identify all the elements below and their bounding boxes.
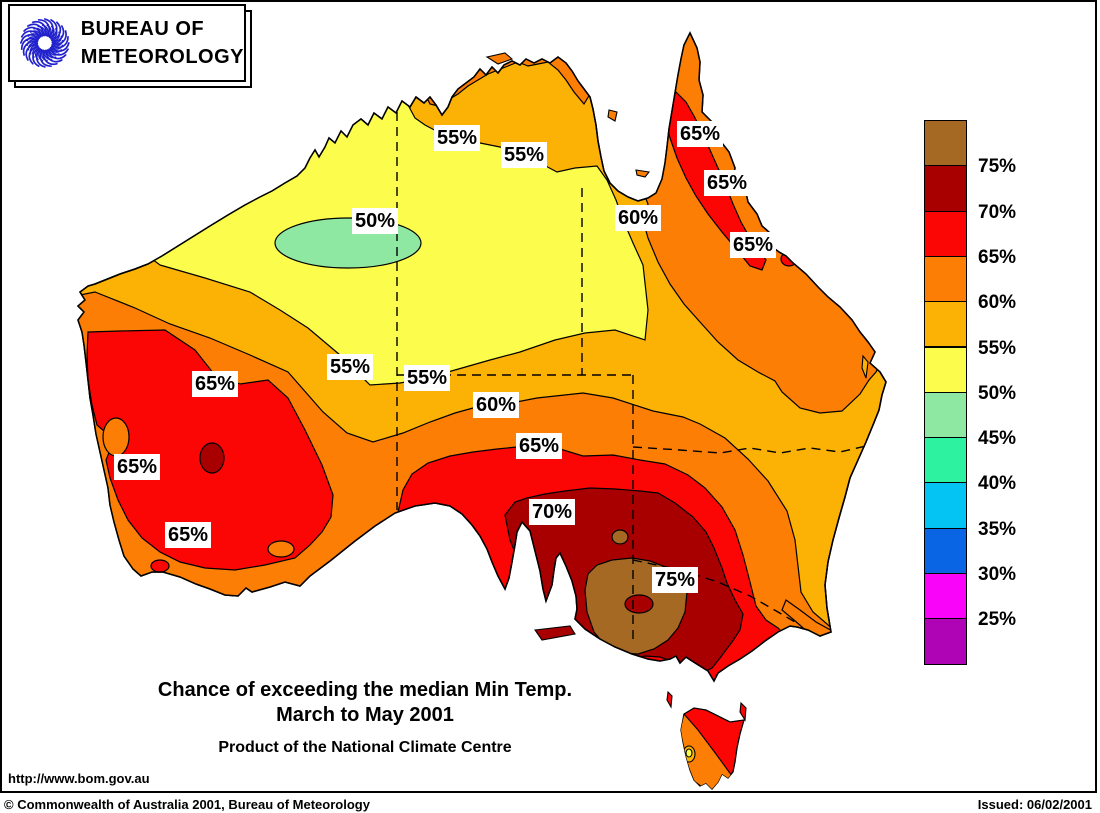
legend-label: 40% [978,473,1017,495]
band-45-50-patch [274,217,422,269]
legend-label: 70% [978,201,1017,223]
south-coast-orange-pocket [267,540,295,558]
legend-swatch-25% [924,573,967,620]
groote-island [607,109,618,122]
legend-label: 75% [978,156,1017,178]
legend-swatch-50% [924,346,967,393]
legend: 75% 70% 65% 60% 55% 50% 45% 40% 35% 30% 25% [924,120,1094,680]
legend-swatch-below-25 [924,618,967,665]
contour-label: 65% [191,371,239,397]
contour-label: 70% [528,499,576,525]
caption-product: Product of the National Climate Centre [218,739,512,756]
contour-label: 55% [403,365,451,391]
legend-swatch-30% [924,527,967,574]
legend-label: 60% [978,292,1017,314]
legend-label: 45% [978,428,1017,450]
contour-label: 65% [729,232,777,258]
west-70-spot [199,442,225,474]
contour-label: 75% [651,567,699,593]
logo-line1: BUREAU OF [80,18,205,40]
logo-text: BUREAU OF METEOROLOGY [81,15,244,71]
king-island [666,690,673,709]
logo-line2: METEOROLOGY [80,46,244,68]
logo-box-main: BUREAU OF METEOROLOGY [8,4,246,82]
legend-swatch-40% [924,437,967,484]
legend-swatch-45% [924,391,967,439]
contour-label: 55% [500,142,548,168]
southwest-65-spot [150,559,170,573]
legend-label: 25% [978,609,1017,631]
flinders-island [739,701,747,722]
legend-swatch-65% [924,210,967,257]
small-75-spot [611,529,629,545]
copyright-line: © Commonwealth of Australia 2001, Bureau… [4,797,370,812]
contour-label: 55% [326,354,374,380]
inner-70-spot [624,594,654,614]
contour-label: 65% [113,454,161,480]
legend-label: 35% [978,518,1017,540]
contour-label: 65% [515,433,563,459]
melville-island [485,52,514,65]
legend-swatch-55% [924,301,967,348]
issued-date: Issued: 06/02/2001 [977,797,1092,812]
map-captions: Chance of exceeding the median Min Temp.… [100,678,630,759]
contour-label: 65% [676,121,724,147]
mornington-island [635,169,651,178]
contour-label: 65% [164,522,212,548]
outer-border [0,0,1097,793]
fraser-island [861,354,869,379]
contour-label: 65% [703,170,751,196]
caption-title: Chance of exceeding the median Min Temp. [157,679,573,701]
legend-swatch-35% [924,482,967,529]
contour-label: 60% [472,392,520,418]
contour-label: 50% [351,208,399,234]
legend-swatch-75% [924,120,967,167]
state-borders [396,112,867,645]
legend-swatch-60% [924,255,967,303]
kangaroo-island [534,625,576,641]
legend-label: 30% [978,564,1017,585]
bom-spiral-logo-icon [18,16,71,70]
legend-label: 55% [978,337,1017,359]
bom-logo-box: BUREAU OF METEOROLOGY [8,4,252,88]
contour-label: 60% [614,205,662,231]
contour-label: 55% [433,125,481,151]
west-coast-orange-patch [102,417,130,457]
australia-probability-map [77,32,887,790]
legend-label: 50% [978,382,1017,404]
tasmania-yellow-spot [685,748,693,758]
bom-url: http://www.bom.gov.au [8,771,150,786]
legend-swatch-70% [924,165,967,212]
caption-period: March to May 2001 [276,704,454,726]
legend-label: 65% [978,246,1017,268]
islands [485,52,869,722]
